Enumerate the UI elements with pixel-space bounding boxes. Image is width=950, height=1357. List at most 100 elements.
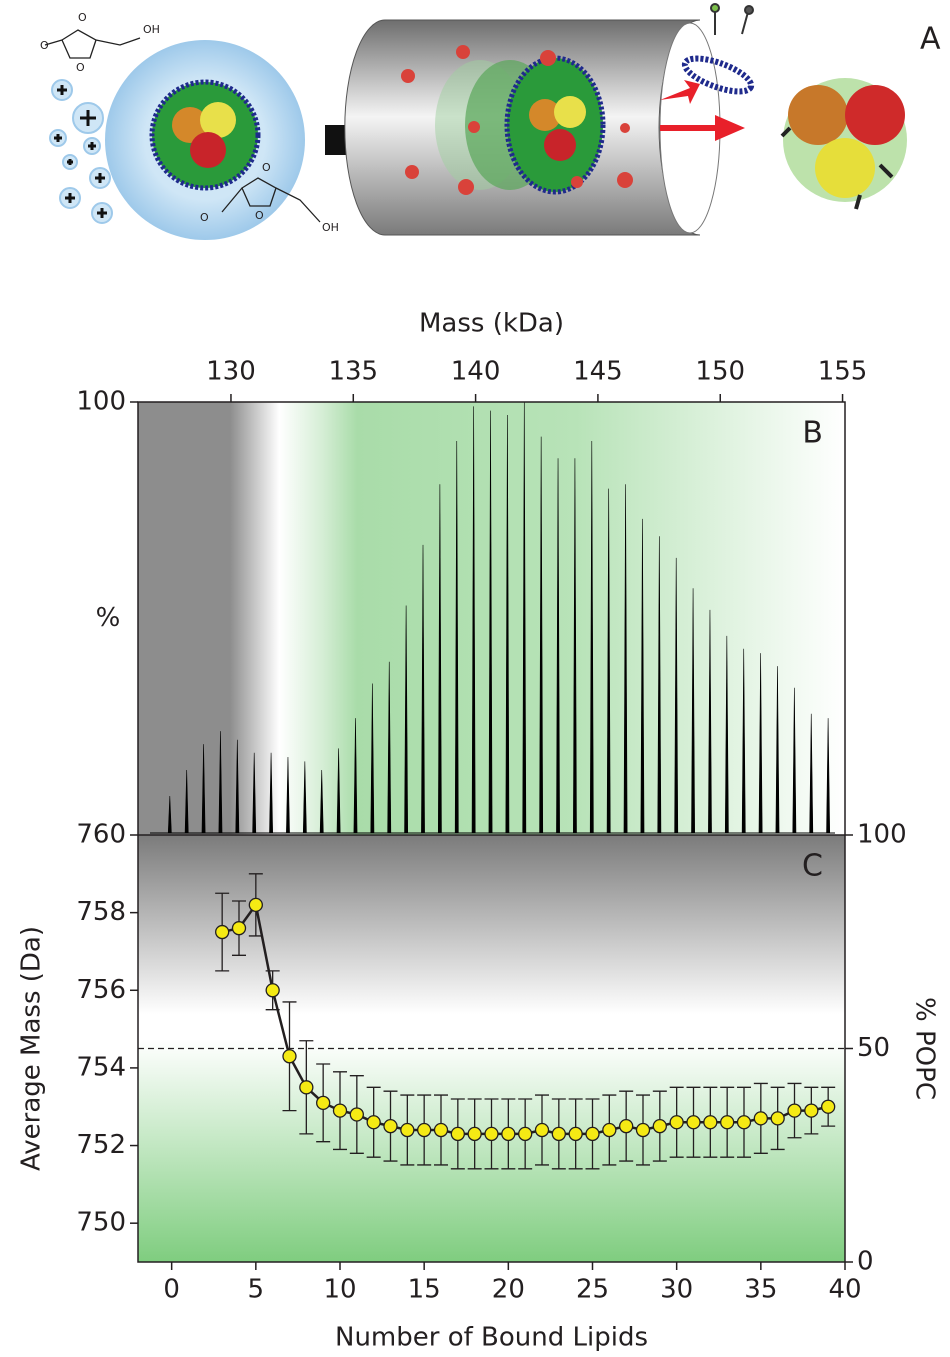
peak (421, 544, 425, 834)
data-point (534, 1122, 550, 1138)
x-tick-label: 30 (660, 1275, 693, 1305)
data-point (231, 921, 247, 936)
y-tick-label: 756 (76, 975, 126, 1005)
peak (573, 458, 577, 834)
data-point (518, 1126, 533, 1142)
atom-label: O (40, 39, 49, 52)
x-tick-label: 135 (328, 357, 378, 387)
peak (606, 488, 611, 834)
panel-label: A (920, 22, 941, 57)
data-point (652, 1118, 667, 1134)
protein-structure (780, 78, 907, 210)
data-point (821, 1099, 836, 1114)
x-tick-label: 155 (818, 357, 868, 387)
data-point (433, 1122, 449, 1138)
x-tick-label: 20 (492, 1275, 525, 1305)
data-point (349, 1107, 364, 1122)
peak (437, 484, 442, 834)
x-tick-label: 40 (828, 1275, 861, 1305)
peak (775, 666, 780, 834)
lipids (710, 3, 754, 35)
plots: 130 135 140 145 150 155 Mass (kDa) 100% B 0 5 10 15 2… (17, 309, 940, 1353)
peak (741, 648, 746, 834)
data-point (736, 1115, 752, 1130)
data-point (635, 1122, 651, 1138)
peak (252, 752, 257, 834)
data-point (686, 1115, 701, 1130)
red-arrow (660, 115, 745, 141)
y2-tick-label: 50 (857, 1033, 890, 1063)
y2-tick-label: 0 (857, 1247, 874, 1277)
x-tick-label: 15 (408, 1275, 441, 1305)
y-tick-label: 752 (76, 1130, 126, 1160)
y-tick-label: 754 (76, 1052, 126, 1082)
data-point (366, 1115, 381, 1130)
peak (657, 536, 662, 834)
y-tick-label: 758 (76, 897, 126, 927)
peak (522, 401, 527, 834)
x-tick-label: 5 (248, 1275, 265, 1305)
peak (404, 605, 409, 834)
protein (190, 132, 226, 168)
ions (49, 79, 113, 224)
data-point (770, 1111, 785, 1126)
peak (505, 414, 510, 834)
y-axis-label: Average Mass (Da) (17, 926, 47, 1171)
data-point (332, 1103, 348, 1118)
peak (708, 609, 712, 834)
y-tick-label: 750 (76, 1208, 126, 1238)
data-point (703, 1115, 718, 1130)
peak (286, 757, 290, 834)
peak (488, 410, 493, 834)
atom-label: OH (143, 23, 160, 36)
atom-label: OH (322, 221, 339, 234)
peak (336, 748, 341, 834)
peak (589, 440, 594, 834)
peak (201, 744, 206, 834)
data-point (282, 1049, 297, 1064)
x-tick-label: 0 (163, 1275, 180, 1305)
atom-label: O (255, 209, 264, 222)
data-point (248, 897, 263, 913)
peak (809, 713, 814, 834)
droplets (401, 45, 633, 195)
peak (319, 770, 324, 834)
atom-label: O (78, 11, 87, 24)
data-point (265, 983, 280, 998)
y-tick-label: 760 (76, 820, 126, 850)
atom-label: O (262, 161, 271, 174)
peak (724, 635, 729, 834)
x-axis-label: Mass (kDa) (419, 309, 564, 339)
panel-label: B (802, 416, 823, 451)
data-point (450, 1126, 465, 1142)
x-tick-label: 25 (576, 1275, 609, 1305)
x-tick-label: 130 (206, 357, 256, 387)
data-point (787, 1103, 802, 1118)
y-axis-label: % (96, 603, 121, 633)
molecule (44, 29, 321, 223)
peak (235, 739, 240, 834)
data-point (417, 1122, 432, 1138)
panel-a-illustration: O O O OH O O O OH (40, 3, 941, 240)
x-axis-label: Number of Bound Lipids (335, 1323, 648, 1353)
panel-label: C (802, 849, 823, 884)
peak (218, 731, 223, 834)
data-point (316, 1095, 331, 1110)
peak (167, 796, 172, 834)
x-tick-label: 150 (695, 357, 745, 387)
data-point (720, 1115, 735, 1130)
red-arrow (660, 80, 700, 104)
nanodiscs-in-flight (435, 55, 606, 195)
peak (556, 458, 560, 834)
data-point (467, 1126, 482, 1142)
peak (691, 588, 695, 834)
plus-signs (54, 85, 107, 218)
peak (539, 436, 544, 834)
data-point (804, 1103, 819, 1118)
data-point (501, 1126, 516, 1142)
peak (792, 687, 797, 834)
x-tick-label: 145 (573, 357, 623, 387)
data-point (619, 1118, 634, 1134)
